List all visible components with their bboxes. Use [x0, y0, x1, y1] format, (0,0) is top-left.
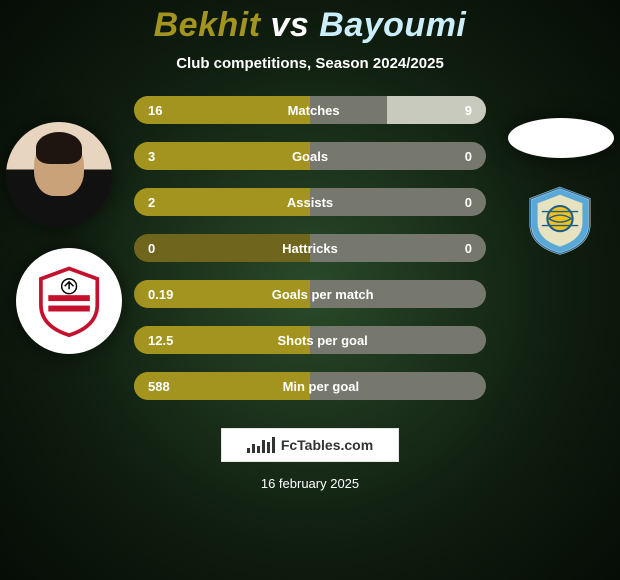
- subtitle: Club competitions, Season 2024/2025: [0, 55, 620, 72]
- stat-row: 0.19 Goals per match: [134, 280, 486, 308]
- stat-row: 2 Assists 0: [134, 188, 486, 216]
- date-label: 16 february 2025: [0, 476, 620, 491]
- stat-label: Goals: [292, 149, 328, 164]
- stat-label: Min per goal: [283, 379, 360, 394]
- stat-value-right: 0: [465, 241, 472, 256]
- stat-row: 588 Min per goal: [134, 372, 486, 400]
- content-root: Bekhit vs Bayoumi Club competitions, Sea…: [0, 0, 620, 580]
- club-right-logo: [510, 170, 610, 270]
- stat-value-left: 2: [148, 195, 155, 210]
- comparison-title: Bekhit vs Bayoumi: [0, 6, 620, 45]
- player-left-avatar: [6, 122, 112, 228]
- stat-label: Assists: [287, 195, 333, 210]
- club-left-logo: [16, 248, 122, 354]
- stat-row: 16 Matches 9: [134, 96, 486, 124]
- stat-value-left: 3: [148, 149, 155, 164]
- stat-value-left: 0.19: [148, 287, 173, 302]
- stat-row: 12.5 Shots per goal: [134, 326, 486, 354]
- title-left-name: Bekhit: [154, 6, 261, 44]
- stat-value-left: 588: [148, 379, 170, 394]
- title-right-name: Bayoumi: [319, 6, 466, 44]
- stat-value-left: 12.5: [148, 333, 173, 348]
- stat-label: Hattricks: [282, 241, 338, 256]
- stat-label: Matches: [288, 103, 340, 118]
- fctables-label: FcTables.com: [281, 437, 373, 453]
- stat-value-left: 16: [148, 103, 162, 118]
- title-vs: vs: [271, 6, 310, 44]
- stat-value-right: 0: [465, 195, 472, 210]
- stat-value-left: 0: [148, 241, 155, 256]
- stat-label: Goals per match: [272, 287, 374, 302]
- fctables-watermark: FcTables.com: [221, 428, 399, 462]
- player-right-avatar-placeholder: [508, 118, 614, 158]
- stat-row: 3 Goals 0: [134, 142, 486, 170]
- stat-row: 0 Hattricks 0: [134, 234, 486, 262]
- stat-value-right: 0: [465, 149, 472, 164]
- stat-value-right: 9: [465, 103, 472, 118]
- fctables-bars-icon: [247, 437, 275, 453]
- stat-label: Shots per goal: [278, 333, 368, 348]
